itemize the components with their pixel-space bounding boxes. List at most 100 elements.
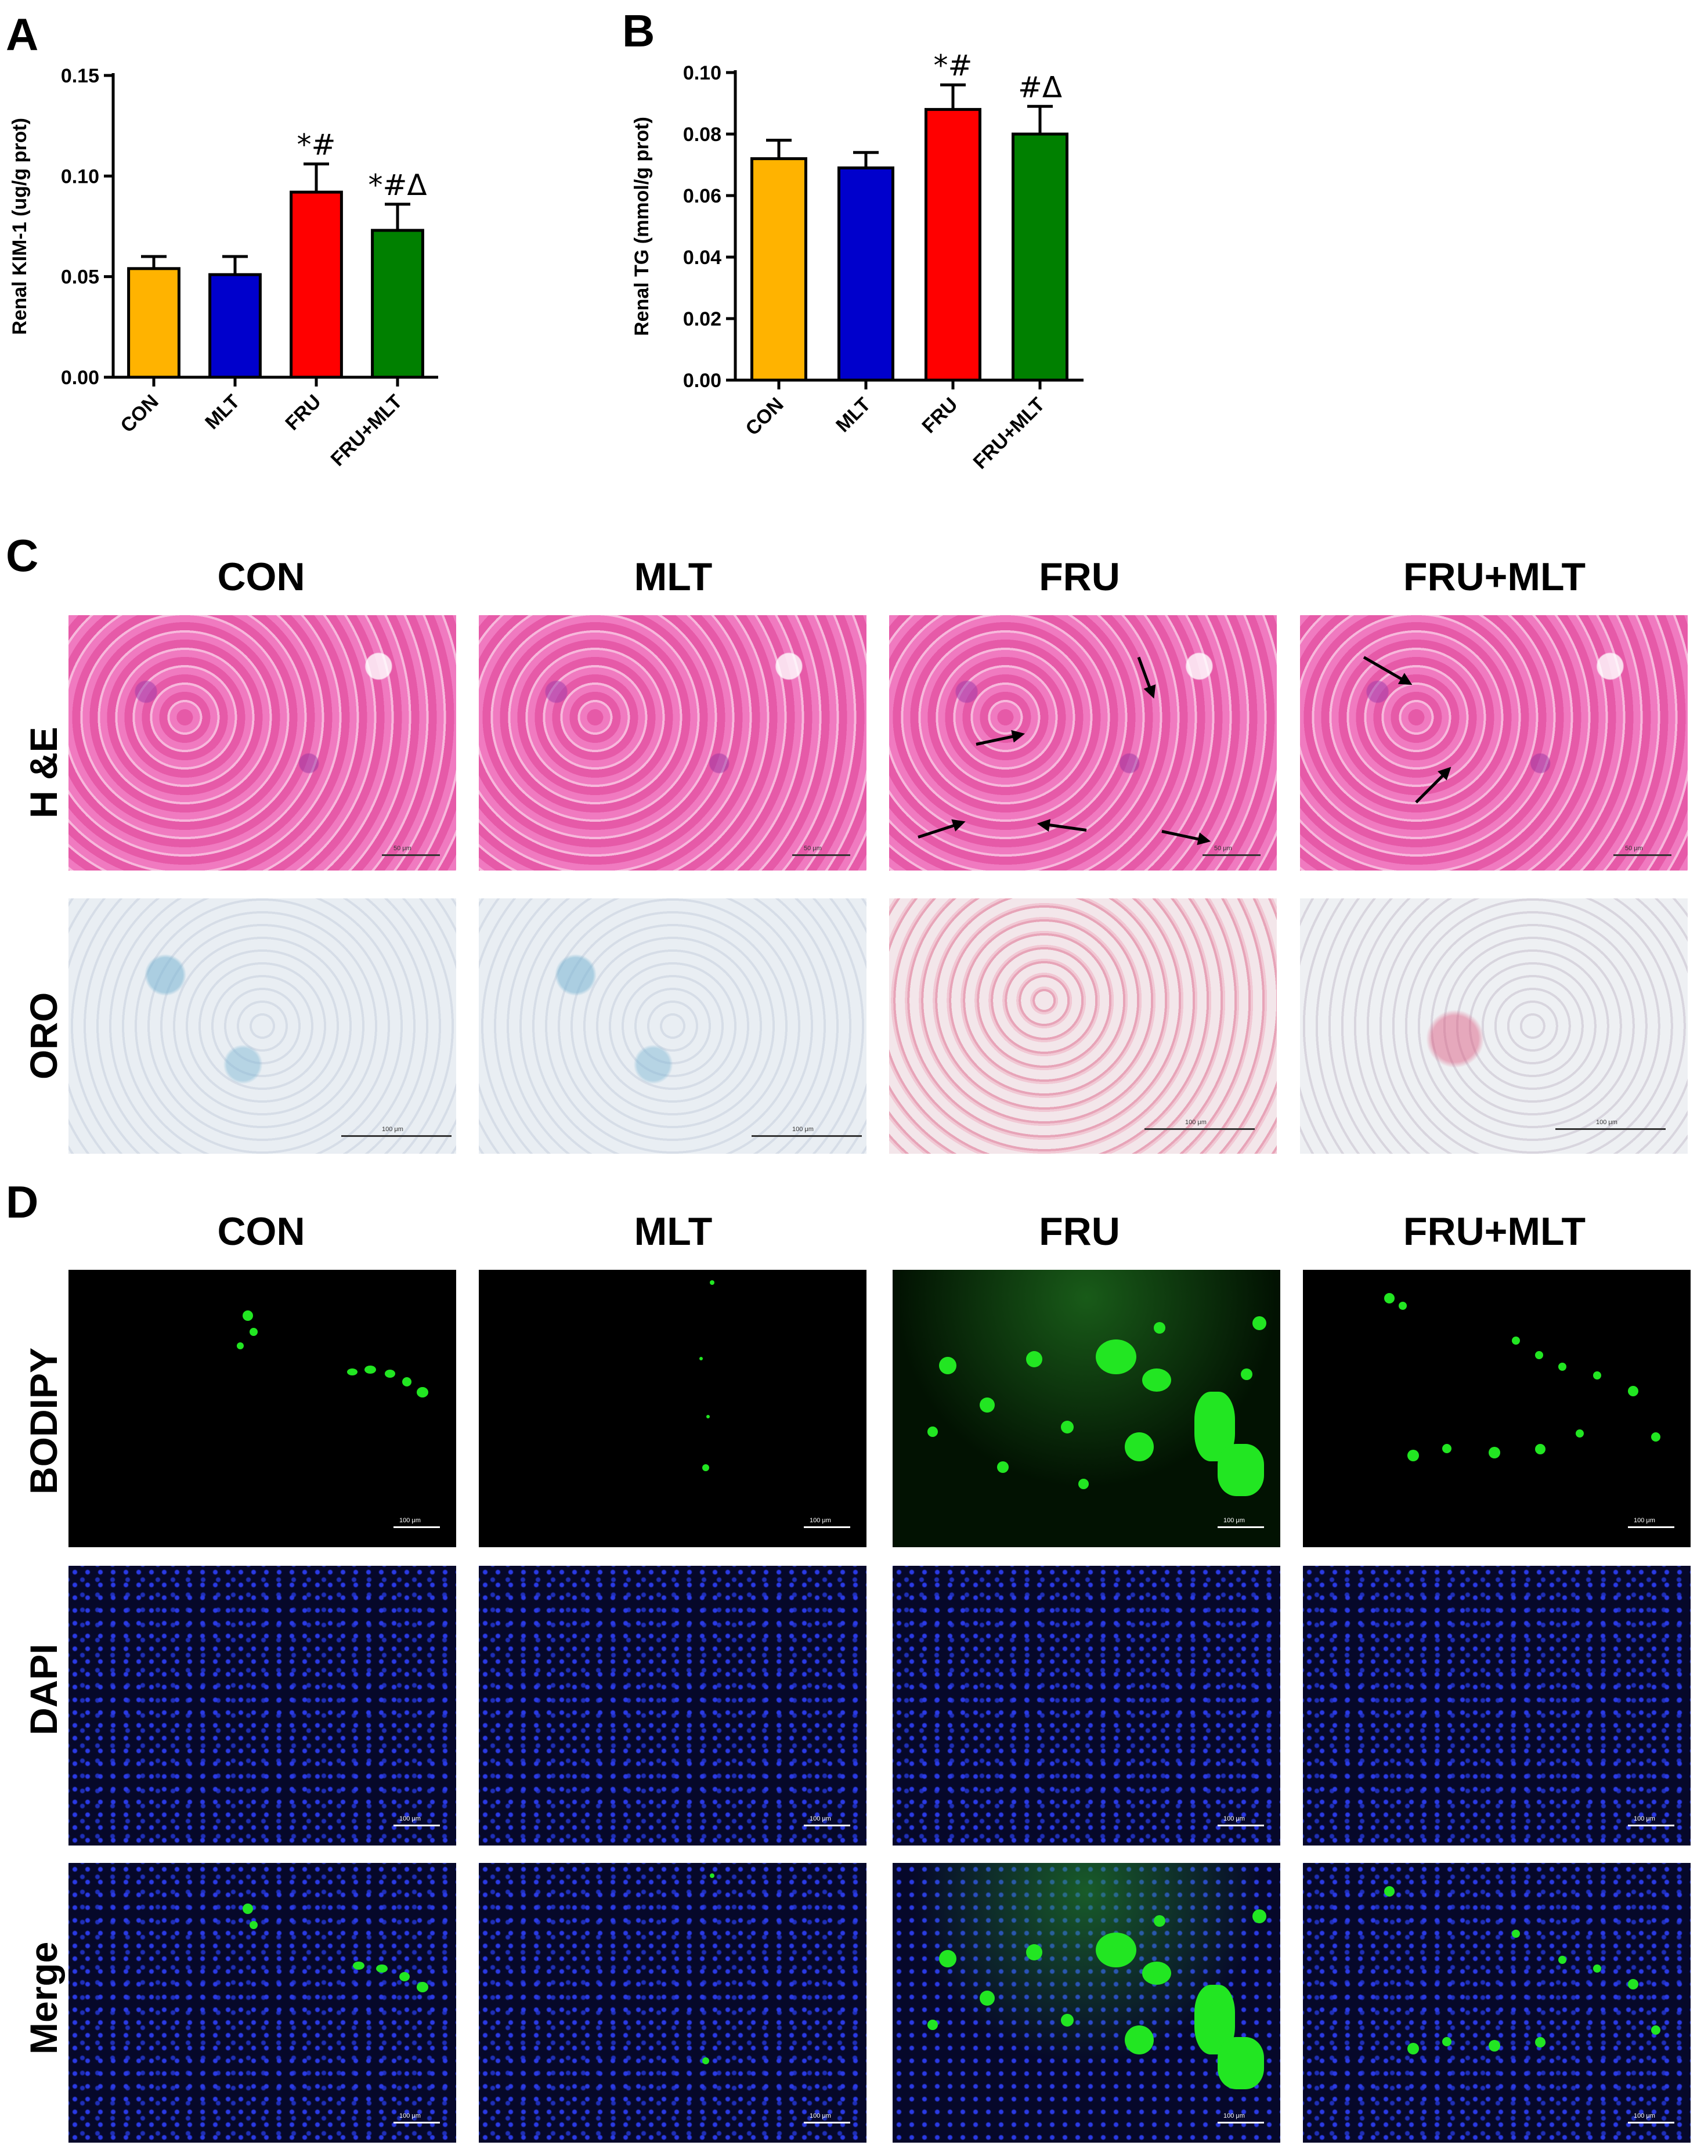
panel-letter-c: C bbox=[6, 530, 39, 581]
y-tick-label: 0.05 bbox=[61, 266, 99, 288]
bar-fru bbox=[290, 190, 343, 379]
panel-c-col-mlt: MLT bbox=[634, 555, 713, 599]
arrow-icon bbox=[1137, 656, 1154, 696]
he-image-fru: 50 μm bbox=[889, 615, 1277, 871]
arrow-icon bbox=[1040, 822, 1087, 832]
scale-bar bbox=[1218, 2122, 1264, 2124]
scale-bar bbox=[804, 1526, 850, 1528]
scale-bar bbox=[393, 2122, 440, 2124]
scale-label: 100 μm bbox=[810, 1517, 831, 1524]
y-tick-label: 0.04 bbox=[683, 247, 721, 269]
arrow-icon bbox=[1161, 830, 1208, 843]
scale-bar bbox=[1555, 1128, 1666, 1130]
chart-b: 0.00 0.02 0.04 0.06 0.08 0.10 Renal TG (mmol/g… bbox=[621, 0, 1201, 522]
panel-d-row-bodipy: BODIPY bbox=[22, 1347, 65, 1494]
oro-image-fru: 100 μm bbox=[889, 898, 1277, 1154]
arrow-icon bbox=[1415, 768, 1450, 804]
scale-label: 100 μm bbox=[1223, 1517, 1245, 1524]
scale-label: 100 μm bbox=[1223, 2112, 1245, 2119]
bodipy-image-fru: 100 μm bbox=[893, 1270, 1280, 1547]
he-image-frumlt: 50 μm bbox=[1300, 615, 1688, 871]
scale-label: 100 μm bbox=[810, 1815, 831, 1822]
scale-bar bbox=[1628, 1825, 1674, 1826]
scale-label: 100 μm bbox=[382, 1126, 403, 1133]
scale-bar bbox=[792, 854, 850, 856]
x-tick-label: MLT bbox=[201, 391, 244, 434]
x-tick-label: MLT bbox=[832, 393, 875, 437]
y-tick-label: 0.02 bbox=[683, 308, 721, 330]
arrow-icon bbox=[976, 733, 1022, 746]
scale-label: 100 μm bbox=[1634, 1815, 1655, 1822]
y-tick-label: 0.00 bbox=[61, 367, 99, 389]
oro-image-mlt: 100 μm bbox=[479, 898, 866, 1154]
scale-bar bbox=[752, 1135, 862, 1137]
y-tick-label: 0.00 bbox=[683, 370, 721, 392]
panel-letter-b: B bbox=[622, 5, 655, 56]
x-tick-label: FRU bbox=[918, 393, 962, 438]
scale-label: 100 μm bbox=[399, 1517, 421, 1524]
panel-c-col-fru: FRU bbox=[1039, 555, 1120, 599]
merge-image-fru: 100 μm bbox=[893, 1863, 1280, 2143]
panel-d-col-con: CON bbox=[217, 1209, 305, 1254]
scale-label: 100 μm bbox=[810, 2112, 831, 2119]
he-image-con: 50 μm bbox=[68, 615, 456, 871]
x-tick-label: CON bbox=[116, 391, 163, 437]
he-image-mlt: 50 μm bbox=[479, 615, 866, 871]
scale-bar bbox=[1628, 1526, 1674, 1528]
significance-label: *# bbox=[934, 49, 973, 82]
scale-label: 100 μm bbox=[399, 2112, 421, 2119]
scale-label: 50 μm bbox=[393, 845, 411, 852]
y-tick-label: 0.10 bbox=[683, 62, 721, 84]
chart-a-svg: 0.00 0.05 0.10 0.15 Renal KIM-1 (ug/g prot) C… bbox=[9, 65, 438, 471]
scale-bar bbox=[393, 1526, 440, 1528]
x-tick-label: FRU bbox=[281, 391, 325, 435]
scale-bar bbox=[341, 1135, 452, 1137]
panel-d-col-frumlt: FRU+MLT bbox=[1403, 1209, 1586, 1254]
significance-label: *#Δ bbox=[368, 168, 427, 202]
bar-mlt bbox=[208, 273, 262, 379]
scale-bar bbox=[1218, 1825, 1264, 1826]
dapi-image-fru: 100 μm bbox=[893, 1566, 1280, 1846]
dapi-image-con: 100 μm bbox=[68, 1566, 456, 1846]
bar-fru-mlt bbox=[371, 229, 424, 379]
x-tick-label: CON bbox=[741, 393, 788, 440]
panel-d-col-fru: FRU bbox=[1039, 1209, 1120, 1254]
oro-image-frumlt: 100 μm bbox=[1300, 898, 1688, 1154]
panel-d-col-mlt: MLT bbox=[634, 1209, 713, 1254]
panel-d-row-merge: Merge bbox=[22, 1941, 65, 2054]
bar-fru-mlt bbox=[1012, 132, 1068, 382]
chart-b-svg: 0.00 0.02 0.04 0.06 0.08 0.10 Renal TG (mmol/g… bbox=[631, 49, 1084, 474]
panel-c-row-oro: ORO bbox=[22, 992, 65, 1079]
merge-image-mlt: 100 μm bbox=[479, 1863, 866, 2143]
y-tick-label: 0.08 bbox=[683, 124, 721, 146]
scale-label: 100 μm bbox=[1596, 1119, 1617, 1126]
scale-bar bbox=[1203, 854, 1261, 856]
panel-c-col-frumlt: FRU+MLT bbox=[1403, 555, 1586, 599]
scale-label: 100 μm bbox=[1634, 2112, 1655, 2119]
scale-label: 100 μm bbox=[399, 1815, 421, 1822]
panel-d-row-dapi: DAPI bbox=[22, 1644, 65, 1735]
scale-bar bbox=[1144, 1128, 1255, 1130]
bar-con bbox=[127, 267, 180, 379]
panel-letter-a: A bbox=[6, 9, 39, 60]
dapi-image-frumlt: 100 μm bbox=[1303, 1566, 1691, 1846]
y-axis-label: Renal TG (mmol/g prot) bbox=[631, 117, 653, 336]
scale-label: 100 μm bbox=[1185, 1119, 1207, 1126]
significance-label: #Δ bbox=[1018, 70, 1062, 104]
scale-bar bbox=[1628, 2122, 1674, 2124]
y-tick-label: 0.15 bbox=[61, 65, 99, 87]
significance-label: *# bbox=[297, 128, 336, 162]
scale-label: 100 μm bbox=[1223, 1815, 1245, 1822]
bodipy-image-con: 100 μm bbox=[68, 1270, 456, 1547]
oro-image-con: 100 μm bbox=[68, 898, 456, 1154]
y-tick-label: 0.06 bbox=[683, 185, 721, 207]
scale-bar bbox=[804, 2122, 850, 2124]
x-tick-label: FRU+MLT bbox=[327, 391, 407, 471]
scale-bar bbox=[1613, 854, 1671, 856]
scale-label: 100 μm bbox=[1634, 1517, 1655, 1524]
merge-image-con: 100 μm bbox=[68, 1863, 456, 2143]
bodipy-image-mlt: 100 μm bbox=[479, 1270, 866, 1547]
panel-c-row-he: H &E bbox=[22, 727, 65, 818]
scale-label: 50 μm bbox=[804, 845, 822, 852]
y-axis-label: Renal KIM-1 (ug/g prot) bbox=[9, 118, 31, 335]
